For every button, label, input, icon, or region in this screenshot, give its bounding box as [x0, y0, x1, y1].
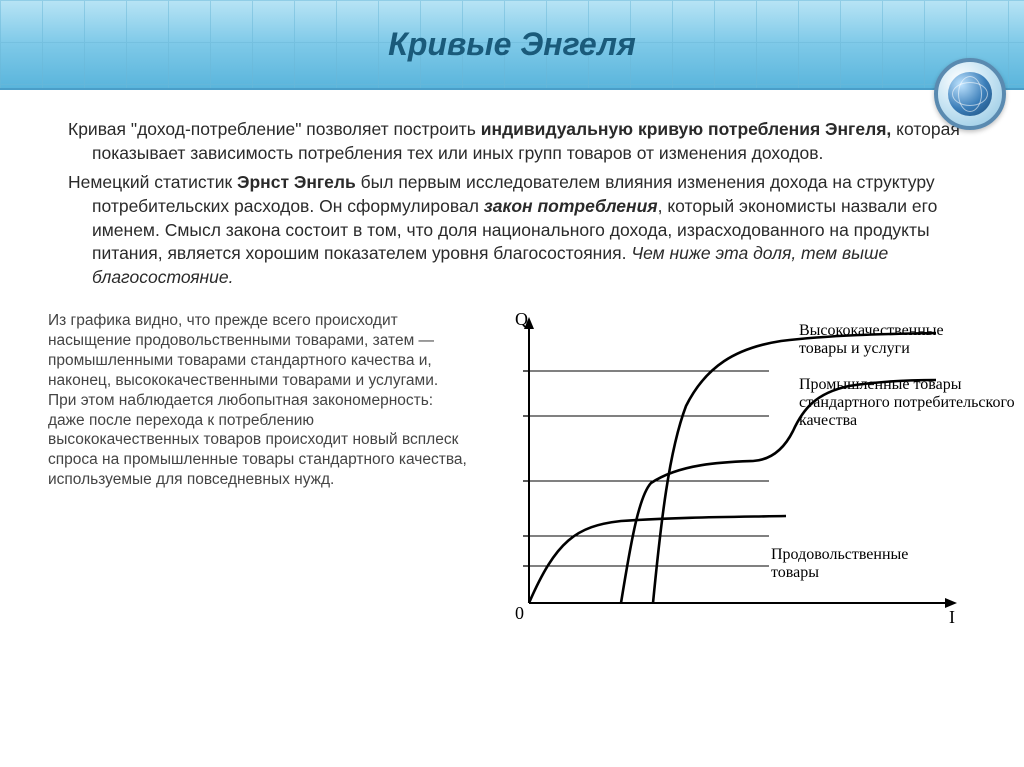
svg-text:стандартного потребительского: стандартного потребительского [799, 394, 1015, 411]
p2-bold1: Эрнст Энгель [237, 172, 356, 192]
paragraph-1: Кривая "доход-потребление" позволяет пос… [48, 118, 976, 165]
slide-title: Кривые Энгеля [388, 26, 636, 63]
svg-text:Промышленные товары: Промышленные товары [799, 376, 962, 393]
lower-paragraph: Из графика видно, что прежде всего проис… [48, 311, 467, 641]
svg-text:Продовольственные: Продовольственные [771, 546, 908, 563]
paragraph-2: Немецкий статистик Эрнст Энгель был перв… [48, 171, 976, 289]
content-area: Кривая "доход-потребление" позволяет пос… [0, 90, 1024, 305]
slide-header: Кривые Энгеля [0, 0, 1024, 90]
svg-text:товары и услуги: товары и услуги [799, 340, 910, 357]
svg-text:товары: товары [771, 564, 819, 581]
svg-text:Высококачественные: Высококачественные [799, 322, 944, 339]
svg-text:0: 0 [515, 603, 524, 623]
chart-svg: Q I 0 Высококачественныетовары и услуги Пром… [481, 311, 981, 631]
globe-decoration [934, 58, 1006, 130]
globe-icon [948, 72, 992, 116]
p1-text1: Кривая "доход-потребление" позволяет пос… [68, 119, 481, 139]
p2-boldital1: закон потребления [484, 196, 658, 216]
svg-text:качества: качества [799, 412, 857, 429]
lower-row: Из графика видно, что прежде всего проис… [0, 305, 1024, 641]
globe-ring-icon [934, 58, 1006, 130]
svg-text:I: I [949, 607, 955, 627]
engel-chart: Q I 0 Высококачественныетовары и услуги Пром… [481, 311, 1000, 641]
p1-bold1: индивидуальную кривую потребления Энгеля… [481, 119, 892, 139]
p2-text1: Немецкий статистик [68, 172, 237, 192]
svg-text:Q: Q [515, 309, 528, 329]
